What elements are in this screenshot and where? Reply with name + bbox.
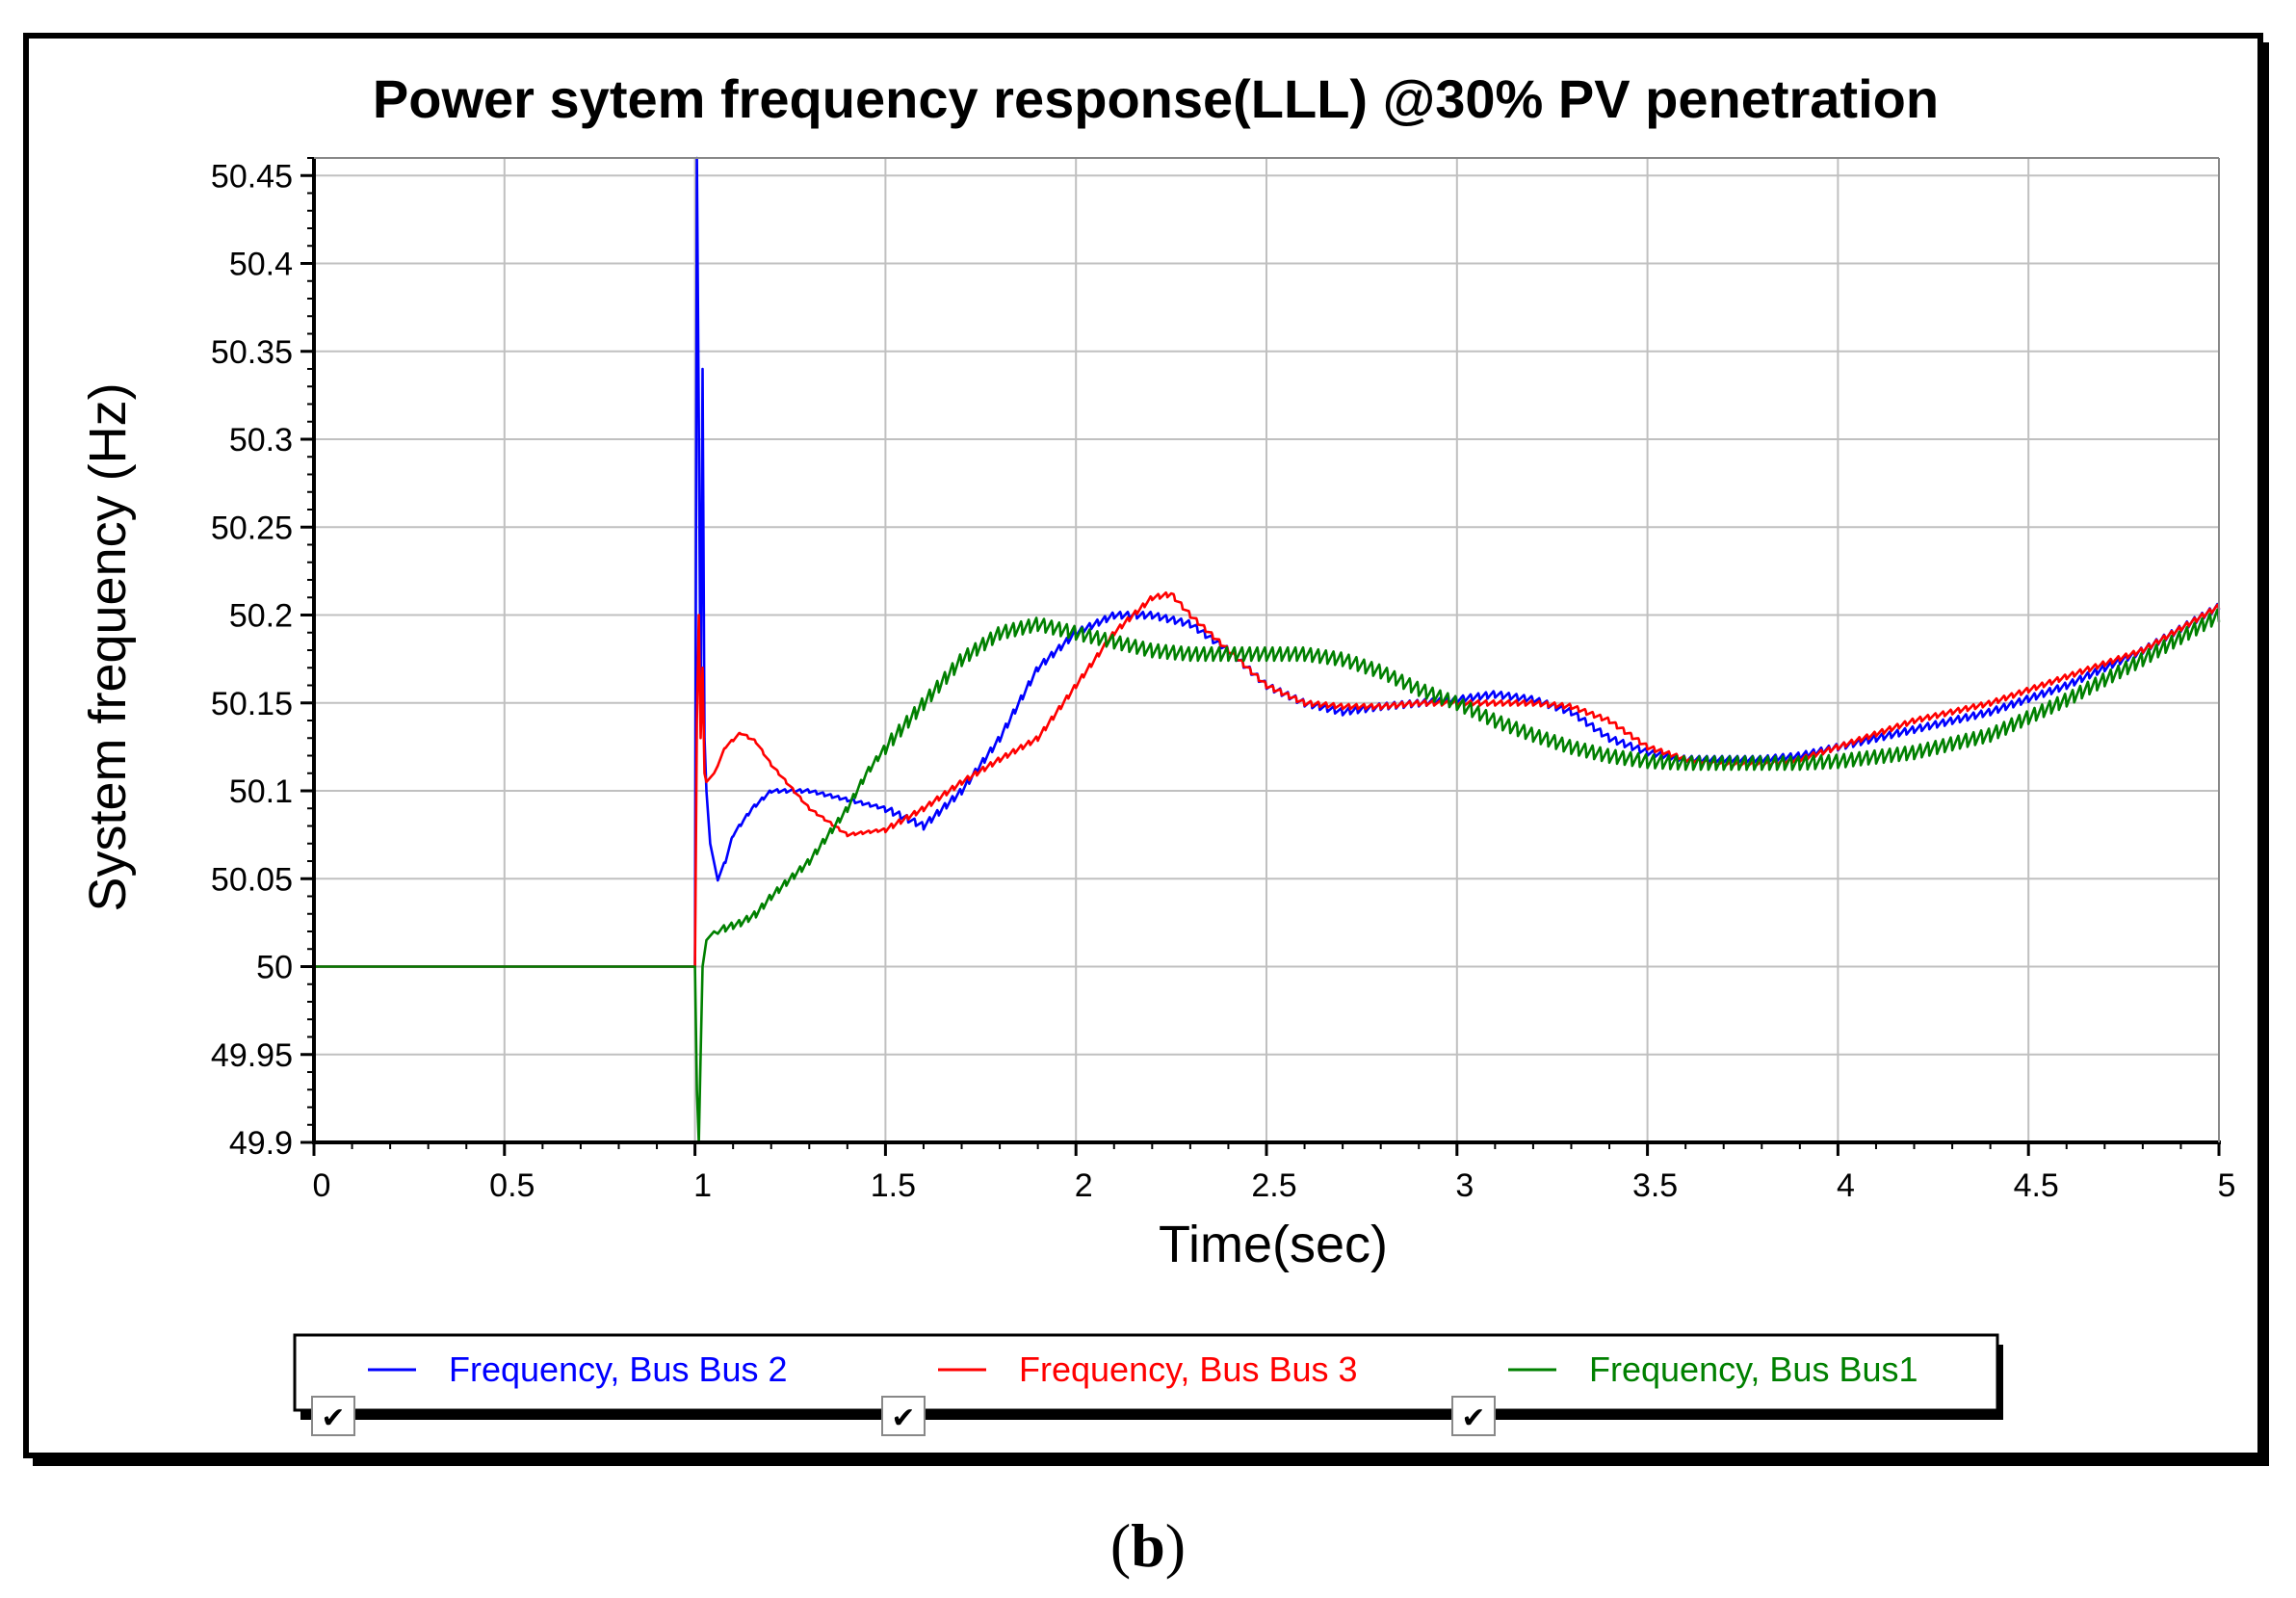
legend-checkbox[interactable] [1451, 1396, 1496, 1436]
x-tick-label: 2 [1075, 1167, 1093, 1204]
caption-open-paren: ( [1109, 1511, 1132, 1580]
y-tick-label: 50 [256, 950, 293, 986]
y-tick-label: 49.9 [229, 1125, 293, 1162]
legend-label: Frequency, Bus Bus 2 [449, 1349, 788, 1389]
check-icon: ✔ [891, 1402, 915, 1435]
y-ticks: 49.9 49.95 50 50.05 50.1 50.15 50.2 50.25 50.3 50… [211, 157, 314, 1162]
legend-box [293, 1333, 1999, 1412]
x-tick-label: 3 [1455, 1167, 1474, 1204]
y-tick-label: 49.95 [211, 1037, 293, 1074]
series-line-3 [314, 608, 2221, 1144]
chart-title: Power sytem frequency response(LLL) @30%… [373, 68, 1939, 129]
legend-checkbox[interactable] [311, 1396, 355, 1436]
x-tick-label: 3.5 [1632, 1167, 1678, 1204]
series-line-1 [314, 156, 2221, 968]
series-layer [314, 156, 2221, 1144]
x-tick-label: 0 [313, 1167, 331, 1204]
y-tick-label: 50.2 [229, 598, 293, 635]
x-tick-label: 1.5 [871, 1167, 916, 1204]
y-tick-label: 50.15 [211, 686, 293, 722]
check-icon: ✔ [321, 1402, 345, 1435]
x-ticks: 0 0.5 1 1.5 2 2.5 3 3.5 4 4.5 5 [312, 1142, 2236, 1204]
frame-shadow-right [2257, 42, 2269, 1464]
figure-caption: (b) [0, 1510, 2296, 1582]
y-tick-label: 50.45 [211, 158, 293, 195]
plot-area: 49.949.955050.0550.150.1550.250.2550.350… [211, 156, 2236, 1204]
y-tick-label: 50.1 [229, 773, 293, 810]
legend: Frequency, Bus Bus 2 ✔ Frequency, Bus Bus … [293, 1333, 2003, 1436]
y-tick-label: 50.25 [211, 510, 293, 546]
caption-close-paren: ) [1164, 1511, 1187, 1580]
x-tick-label: 2.5 [1251, 1167, 1296, 1204]
y-axis-label: System frequency (Hz) [79, 382, 137, 911]
legend-checkbox[interactable] [881, 1396, 926, 1436]
frame-shadow-bottom [33, 1454, 2269, 1466]
x-tick-label: 5 [2218, 1167, 2236, 1204]
x-tick-label: 0.5 [489, 1167, 535, 1204]
x-tick-label: 4 [1837, 1167, 1855, 1204]
legend-label: Frequency, Bus Bus1 [1589, 1349, 1918, 1389]
x-axis-label: Time(sec) [1159, 1216, 1388, 1273]
y-tick-label: 50.35 [211, 334, 293, 371]
y-tick-label: 50.05 [211, 861, 293, 898]
legend-label: Frequency, Bus Bus 3 [1019, 1349, 1358, 1389]
caption-letter: b [1131, 1511, 1165, 1580]
check-icon: ✔ [1461, 1402, 1485, 1435]
y-tick-label: 50.4 [229, 247, 293, 283]
x-tick-label: 4.5 [2014, 1167, 2059, 1204]
x-tick-label: 1 [693, 1167, 712, 1204]
y-tick-label: 50.3 [229, 422, 293, 458]
